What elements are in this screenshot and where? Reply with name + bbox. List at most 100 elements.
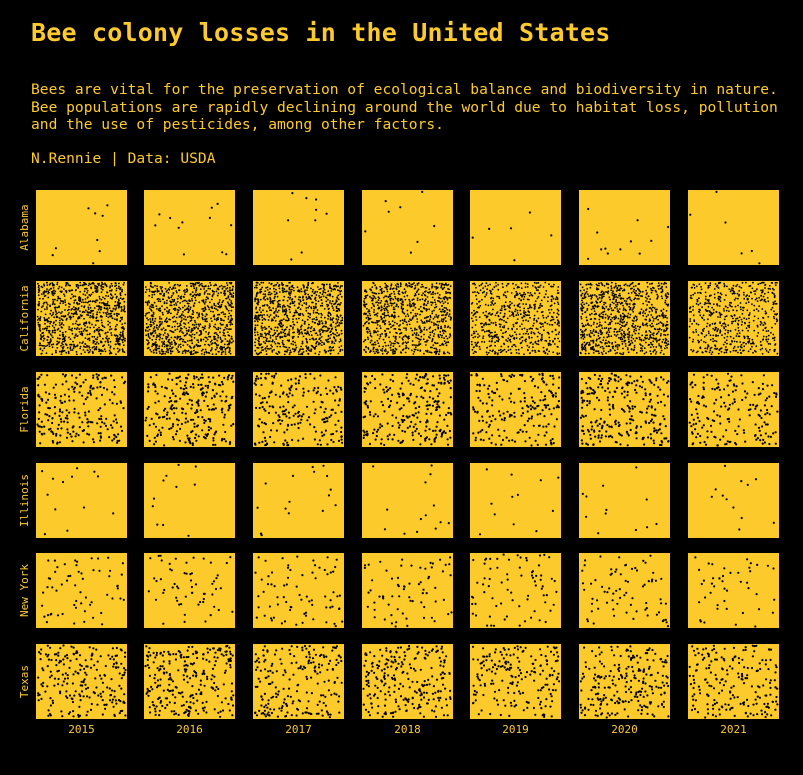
bee-dot	[649, 350, 652, 352]
bee-dot	[587, 257, 590, 260]
bee-dot	[107, 316, 110, 319]
bee-dot	[556, 292, 559, 294]
bee-dot	[182, 295, 185, 298]
bee-dot	[430, 351, 433, 354]
bee-dot	[376, 349, 379, 351]
bee-dot	[339, 322, 342, 325]
bee-dot	[50, 343, 53, 346]
bee-dot	[612, 290, 614, 292]
bee-dot	[555, 316, 558, 319]
bee-dot	[417, 349, 419, 352]
bee-dot	[548, 312, 551, 314]
bee-dot	[273, 316, 275, 319]
bee-dot	[314, 307, 317, 309]
bee-dot	[315, 302, 317, 305]
bee-dot	[171, 331, 174, 333]
bee-dot	[144, 286, 147, 288]
bee-dot	[512, 312, 515, 315]
bee-dot	[287, 319, 290, 322]
bee-dot	[386, 301, 389, 303]
bee-dot	[43, 284, 46, 287]
bee-dot	[391, 315, 394, 317]
bee-dot	[265, 339, 268, 342]
bee-dot	[557, 346, 559, 348]
bee-dot	[644, 318, 647, 321]
bee-dot	[533, 314, 536, 317]
bee-dot	[308, 305, 311, 307]
bee-dot	[446, 326, 449, 329]
bee-dot	[306, 341, 309, 344]
bee-dot	[506, 317, 509, 320]
bee-dot	[290, 290, 292, 293]
bee-dot	[433, 224, 436, 228]
bee-dot	[79, 347, 81, 350]
bee-dot	[110, 289, 113, 292]
bee-dot	[404, 292, 407, 294]
bee-dot	[145, 339, 148, 341]
bee-dot	[607, 327, 610, 330]
bee-dot	[281, 289, 284, 291]
bee-dot	[399, 320, 402, 322]
bee-dot	[286, 299, 289, 302]
bee-dot	[261, 333, 263, 336]
bee-dot	[228, 291, 231, 294]
bee-dot	[389, 346, 392, 349]
bee-dot	[270, 292, 273, 295]
bee-dot	[614, 352, 617, 355]
bee-dot	[553, 343, 556, 345]
bee-dot	[41, 349, 44, 352]
bee-dot	[97, 342, 100, 345]
bee-dot	[631, 281, 634, 284]
bee-dot	[288, 288, 291, 290]
bee-dot	[259, 306, 261, 309]
bee-dot	[425, 316, 427, 319]
bee-dot	[445, 335, 447, 338]
bee-dot	[119, 287, 122, 289]
bee-dot	[532, 331, 535, 334]
bee-dot	[437, 324, 440, 327]
bee-dot	[401, 304, 403, 306]
bee-dot	[197, 314, 200, 316]
bee-dot	[110, 334, 113, 337]
bee-dot	[433, 351, 436, 354]
bee-dot	[81, 314, 83, 317]
bee-dot	[667, 304, 669, 307]
bee-dot	[581, 335, 584, 338]
bee-dot	[281, 339, 284, 342]
bee-dot	[610, 313, 612, 316]
bee-dot	[94, 287, 96, 289]
bee-dot	[154, 224, 157, 227]
bee-dot	[398, 345, 401, 348]
bee-dot	[48, 345, 51, 348]
bee-dot	[332, 309, 335, 311]
bee-dot	[101, 283, 103, 286]
bee-dot	[210, 284, 212, 286]
bee-dot	[193, 337, 196, 339]
bee-dot	[224, 313, 227, 315]
bee-dot	[315, 345, 318, 347]
bee-dot	[177, 346, 180, 348]
bee-dot	[519, 313, 522, 316]
bee-dot	[191, 295, 194, 298]
bee-dot	[81, 284, 84, 287]
bee-dot	[118, 282, 120, 285]
bee-dot	[516, 309, 519, 312]
bee-dot	[311, 320, 314, 323]
bee-dot	[445, 344, 448, 347]
bee-dot	[107, 304, 109, 307]
bee-dot	[424, 298, 427, 301]
bee-dot	[516, 292, 519, 295]
bee-dot	[303, 320, 306, 323]
bee-dot	[107, 323, 110, 326]
bee-dot	[232, 296, 235, 299]
bee-dot	[166, 333, 169, 335]
bee-dot	[107, 344, 110, 346]
bee-dot	[376, 304, 379, 306]
bee-dot	[166, 336, 169, 338]
bee-dot	[109, 325, 112, 328]
bee-dot	[186, 308, 189, 310]
bee-dot	[662, 338, 665, 341]
bee-dot	[660, 347, 662, 349]
bee-dot	[630, 339, 633, 342]
bee-dot	[423, 328, 425, 331]
